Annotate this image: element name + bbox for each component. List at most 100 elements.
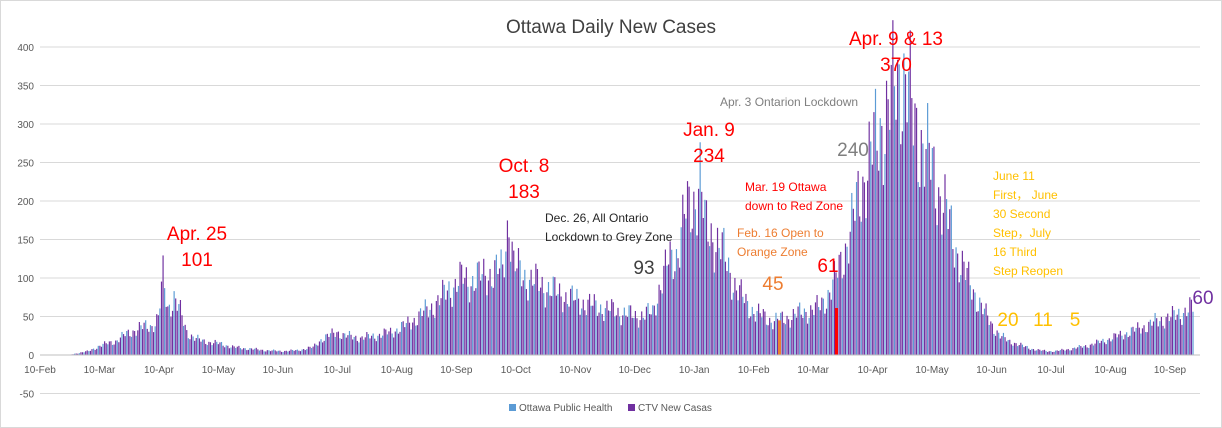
bar [1012, 345, 1014, 355]
bar [600, 304, 602, 355]
bar [157, 315, 159, 355]
bar [887, 99, 889, 355]
bar [908, 71, 910, 355]
annotation-v61: 61 [817, 256, 838, 277]
bar [750, 316, 752, 355]
bar [944, 174, 946, 355]
x-tick-label: 10-Jul [324, 365, 351, 376]
bar [135, 335, 137, 355]
bar [211, 345, 213, 355]
bar [167, 306, 169, 355]
bar [1154, 312, 1156, 355]
bar [359, 337, 362, 355]
bar [315, 344, 317, 355]
bar [1039, 349, 1041, 355]
bar [500, 249, 502, 355]
bar [1176, 314, 1178, 355]
bar [510, 261, 512, 355]
x-tick-label: 10-Jun [263, 365, 294, 376]
bar [697, 188, 700, 355]
bar [247, 349, 249, 355]
bar [855, 182, 858, 355]
bar [971, 299, 973, 355]
bar [555, 295, 557, 355]
bar [650, 314, 652, 355]
bar [280, 351, 283, 355]
bar [81, 352, 84, 355]
bar [1099, 343, 1101, 355]
bar [592, 305, 594, 355]
x-tick-label: 10-Feb [738, 365, 770, 376]
bar [118, 342, 120, 355]
bar [879, 118, 881, 355]
bar [628, 305, 630, 355]
bar [683, 213, 685, 355]
bar [590, 305, 592, 355]
annotation-v60: 60 [1192, 288, 1213, 309]
x-tick-label: 10-Jul [1037, 365, 1064, 376]
bar [282, 352, 284, 355]
bar [206, 345, 208, 355]
bar [1056, 350, 1058, 355]
bar [915, 107, 918, 356]
bar [661, 293, 663, 355]
bar [1032, 349, 1035, 355]
bar [1021, 344, 1023, 355]
bar [1143, 325, 1145, 355]
bar [303, 349, 305, 355]
bar [445, 299, 447, 355]
bar [328, 336, 330, 355]
bar [769, 317, 771, 355]
annotation-jan9: Jan. 9 234 [683, 120, 735, 167]
bar [1181, 324, 1183, 355]
y-tick-label: 300 [17, 120, 34, 131]
bar [1006, 341, 1008, 355]
x-tick-label: 10-Apr [144, 365, 175, 376]
bar [336, 332, 338, 355]
bar [865, 218, 867, 355]
bar [1110, 341, 1112, 355]
bar [479, 280, 482, 355]
bar [568, 306, 570, 355]
bar [164, 288, 166, 355]
bar [904, 74, 907, 355]
annotation-june11: June 11 First， June 30 Second Step，July 16 T… [993, 169, 1063, 278]
bar [235, 347, 237, 355]
bar [1048, 351, 1050, 355]
bar [170, 316, 172, 355]
bar [945, 199, 948, 355]
bar [140, 325, 142, 355]
bar [776, 318, 779, 355]
annotation-line: 61 [817, 256, 838, 277]
bar [224, 347, 226, 355]
bar [168, 304, 170, 355]
bar [290, 349, 292, 355]
bar [543, 293, 545, 355]
bar [934, 208, 937, 355]
bar [522, 280, 524, 355]
bar [549, 295, 551, 355]
bar [119, 337, 121, 355]
bar [772, 329, 774, 355]
bar [710, 223, 712, 355]
bar [666, 265, 668, 355]
bar [1118, 334, 1120, 355]
x-tick-label: 10-May [915, 365, 948, 376]
bar [603, 320, 605, 355]
bar [709, 246, 711, 355]
bar [503, 277, 505, 355]
bar [851, 192, 853, 355]
bar [1078, 345, 1080, 355]
bar [762, 309, 764, 355]
bar [614, 316, 616, 355]
x-tick-label: 10-Oct [501, 365, 531, 376]
bar [622, 315, 624, 355]
bar [1173, 310, 1175, 355]
bar [94, 349, 96, 355]
bar [743, 303, 745, 355]
bar [1042, 350, 1044, 355]
bar [927, 103, 929, 355]
bar [437, 295, 439, 355]
